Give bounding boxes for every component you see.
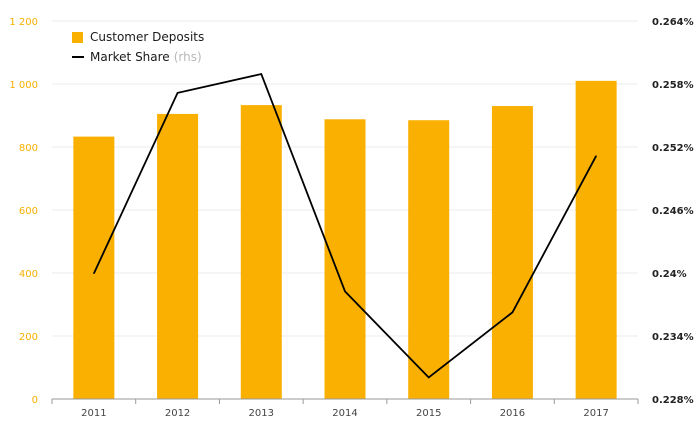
left-tick-label-1-200: 1 200 bbox=[9, 17, 38, 28]
bar-2013 bbox=[240, 105, 282, 399]
right-tick-label-0-228: 0.228% bbox=[652, 395, 694, 406]
bar-2016 bbox=[491, 106, 533, 400]
right-tick-label-0-234: 0.234% bbox=[652, 332, 694, 343]
right-tick-label-0-258: 0.258% bbox=[652, 80, 694, 91]
right-tick-label-0-24: 0.24% bbox=[652, 269, 687, 280]
left-tick-label-800: 800 bbox=[19, 143, 38, 154]
legend-label-customer-deposits: Customer Deposits bbox=[90, 30, 205, 44]
right-tick-label-0-252: 0.252% bbox=[652, 143, 694, 154]
left-tick-label-1-000: 1 000 bbox=[9, 80, 38, 91]
legend-item-market-share: Market Share (rhs) bbox=[72, 47, 204, 67]
market-share-point-2014 bbox=[344, 290, 346, 292]
legend: Customer Deposits Market Share (rhs) bbox=[72, 27, 204, 67]
x-tick-label-2014: 2014 bbox=[332, 408, 357, 419]
right-tick-label-0-246: 0.246% bbox=[652, 206, 694, 217]
x-tick-label-2017: 2017 bbox=[583, 408, 608, 419]
market-share-point-2015 bbox=[428, 376, 430, 378]
legend-note-rhs: (rhs) bbox=[173, 50, 202, 64]
legend-label-market-share: Market Share bbox=[90, 50, 170, 64]
left-axis: 0 200 400 600 800 1 000 1 200 bbox=[9, 17, 38, 406]
bars bbox=[73, 80, 617, 400]
bar-2012 bbox=[157, 113, 199, 400]
market-share-point-2011 bbox=[93, 273, 95, 275]
x-tick-label-2013: 2013 bbox=[249, 408, 274, 419]
market-share-point-2013 bbox=[260, 73, 262, 75]
x-tick-label-2011: 2011 bbox=[81, 408, 106, 419]
legend-swatch-bar bbox=[72, 31, 83, 43]
right-tick-label-0-264: 0.264% bbox=[652, 17, 694, 28]
legend-item-customer-deposits: Customer Deposits bbox=[72, 27, 204, 47]
market-share-point-2016 bbox=[511, 311, 513, 313]
left-tick-label-400: 400 bbox=[19, 269, 38, 280]
left-tick-label-200: 200 bbox=[19, 332, 38, 343]
market-share-point-2017 bbox=[595, 155, 597, 157]
x-tick-label-2016: 2016 bbox=[500, 408, 525, 419]
left-tick-label-600: 600 bbox=[19, 206, 38, 217]
line-series bbox=[93, 72, 597, 379]
market-share-point-2012 bbox=[177, 92, 179, 94]
bar-2015 bbox=[408, 120, 450, 399]
bar-2011 bbox=[73, 136, 115, 400]
left-tick-label-0: 0 bbox=[32, 395, 38, 406]
x-tick-label-2012: 2012 bbox=[165, 408, 190, 419]
legend-swatch-line bbox=[72, 56, 84, 58]
bar-2017 bbox=[575, 80, 617, 399]
right-axis: 0.228% 0.234% 0.24% 0.246% 0.252% 0.258% 0.264… bbox=[652, 17, 694, 406]
bar-2014 bbox=[324, 119, 366, 399]
x-axis: 2011 2012 2013 2014 2015 2016 2017 bbox=[51, 398, 639, 419]
x-tick-label-2015: 2015 bbox=[416, 408, 441, 419]
